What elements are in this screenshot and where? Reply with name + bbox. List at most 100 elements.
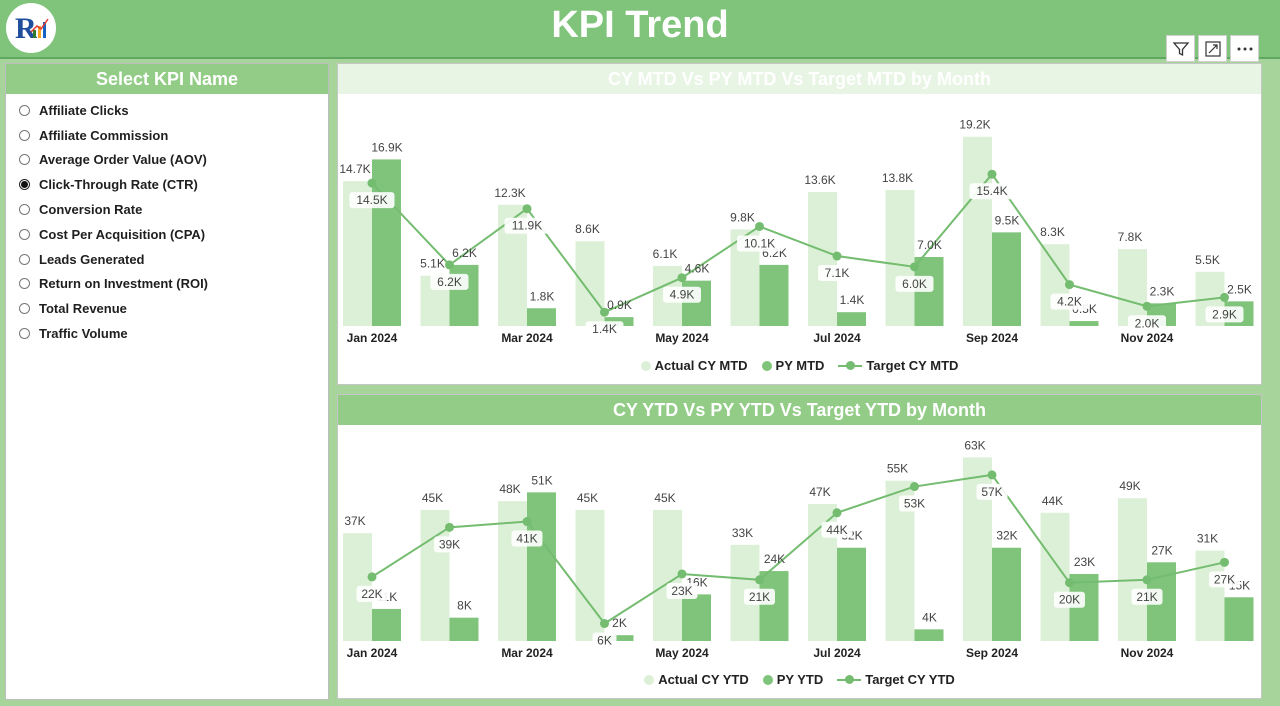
actual-value-label: 13.8K (882, 171, 913, 185)
target-point[interactable] (1142, 575, 1152, 585)
actual-bar[interactable] (1118, 249, 1147, 326)
more-options-button[interactable] (1230, 35, 1259, 62)
target-point[interactable] (910, 262, 919, 272)
radio-button[interactable] (19, 154, 30, 166)
radio-button[interactable] (19, 179, 30, 191)
radio-button[interactable] (19, 129, 30, 141)
target-value-label: 4.9K (670, 288, 695, 302)
filter-button[interactable] (1166, 35, 1195, 62)
py-bar[interactable] (1224, 597, 1254, 641)
legend-item[interactable]: PY MTD (761, 358, 824, 373)
target-point[interactable] (832, 508, 842, 518)
radio-button[interactable] (19, 228, 30, 240)
kpi-option[interactable]: Affiliate Commission (19, 123, 328, 148)
kpi-option[interactable]: Click-Through Rate (CTR) (19, 172, 328, 197)
actual-value-label: 13.6K (804, 173, 835, 187)
radio-button[interactable] (19, 328, 30, 340)
py-bar[interactable] (837, 312, 866, 326)
py-bar[interactable] (1069, 321, 1099, 326)
py-bar[interactable] (449, 617, 479, 641)
py-bar[interactable] (759, 264, 789, 326)
x-tick-label: Jul 2024 (813, 646, 861, 660)
target-point[interactable] (600, 619, 609, 629)
py-bar[interactable] (682, 594, 711, 641)
target-point[interactable] (755, 221, 764, 231)
kpi-option[interactable]: Traffic Volume (19, 321, 328, 346)
target-value-label: 7.1K (825, 266, 850, 280)
actual-bar[interactable] (498, 501, 527, 641)
target-point[interactable] (367, 572, 377, 582)
target-label-bg (1131, 588, 1163, 605)
target-point[interactable] (987, 169, 997, 179)
target-point[interactable] (1142, 301, 1152, 311)
target-value-label: 57K (981, 485, 1002, 499)
actual-bar[interactable] (575, 241, 605, 326)
actual-bar[interactable] (808, 191, 837, 326)
radio-button[interactable] (19, 253, 30, 265)
py-bar[interactable] (372, 159, 401, 326)
py-bar[interactable] (527, 308, 556, 326)
focus-mode-button[interactable] (1198, 35, 1227, 62)
legend-item[interactable]: Target CY YTD (837, 672, 955, 687)
page-title: KPI Trend (551, 4, 729, 46)
target-point[interactable] (600, 307, 609, 317)
target-point[interactable] (677, 273, 687, 283)
target-value-label: 22K (361, 587, 382, 601)
target-point[interactable] (1220, 292, 1229, 302)
radio-button[interactable] (19, 303, 30, 315)
target-point[interactable] (832, 251, 842, 261)
py-bar[interactable] (759, 571, 789, 641)
target-point[interactable] (445, 260, 454, 270)
actual-bar[interactable] (575, 509, 605, 641)
legend-swatch (837, 674, 862, 684)
target-label-bg (821, 521, 853, 538)
radio-button[interactable] (19, 204, 30, 216)
kpi-option[interactable]: Conversion Rate (19, 197, 328, 222)
x-tick-label: Nov 2024 (1121, 331, 1174, 345)
actual-value-label: 19.2K (959, 118, 990, 132)
actual-bar[interactable] (1040, 244, 1070, 326)
target-point[interactable] (445, 522, 454, 532)
actual-bar[interactable] (1118, 498, 1147, 641)
target-point[interactable] (1065, 280, 1074, 290)
kpi-option[interactable]: Leads Generated (19, 247, 328, 272)
kpi-option[interactable]: Total Revenue (19, 296, 328, 321)
py-bar[interactable] (992, 232, 1021, 326)
legend-item[interactable]: PY YTD (762, 672, 823, 687)
actual-bar[interactable] (653, 509, 682, 641)
radio-button[interactable] (19, 104, 30, 116)
target-point[interactable] (522, 517, 532, 527)
kpi-option[interactable]: Cost Per Acquisition (CPA) (19, 222, 328, 247)
actual-value-label: 37K (344, 514, 365, 528)
legend-item[interactable]: Actual CY YTD (644, 672, 749, 687)
py-bar[interactable] (604, 635, 634, 641)
radio-button[interactable] (19, 278, 30, 290)
actual-bar[interactable] (885, 189, 915, 326)
kpi-option[interactable]: Return on Investment (ROI) (19, 272, 328, 297)
py-bar[interactable] (914, 629, 944, 641)
target-label-bg (1205, 306, 1244, 323)
kpi-option[interactable]: Affiliate Clicks (19, 98, 328, 123)
target-point[interactable] (1220, 557, 1229, 567)
target-point[interactable] (677, 569, 687, 579)
target-point[interactable] (910, 482, 919, 492)
actual-bar[interactable] (420, 509, 450, 641)
legend-swatch (644, 674, 655, 685)
target-point[interactable] (1065, 578, 1074, 588)
py-bar[interactable] (527, 492, 556, 641)
target-point[interactable] (522, 204, 532, 214)
py-value-label: 24K (764, 552, 785, 566)
legend-item[interactable]: Target CY MTD (838, 358, 958, 373)
py-bar[interactable] (837, 547, 866, 641)
legend-swatch (838, 360, 863, 370)
legend-item[interactable]: Actual CY MTD (640, 358, 748, 373)
target-point[interactable] (987, 470, 997, 480)
target-point[interactable] (755, 575, 764, 585)
kpi-option[interactable]: Average Order Value (AOV) (19, 148, 328, 173)
actual-bar[interactable] (963, 136, 992, 326)
target-point[interactable] (367, 178, 377, 188)
py-bar[interactable] (992, 547, 1021, 641)
kpi-option-label: Affiliate Commission (39, 127, 169, 143)
target-label-bg (1209, 571, 1240, 588)
py-bar[interactable] (372, 608, 401, 641)
